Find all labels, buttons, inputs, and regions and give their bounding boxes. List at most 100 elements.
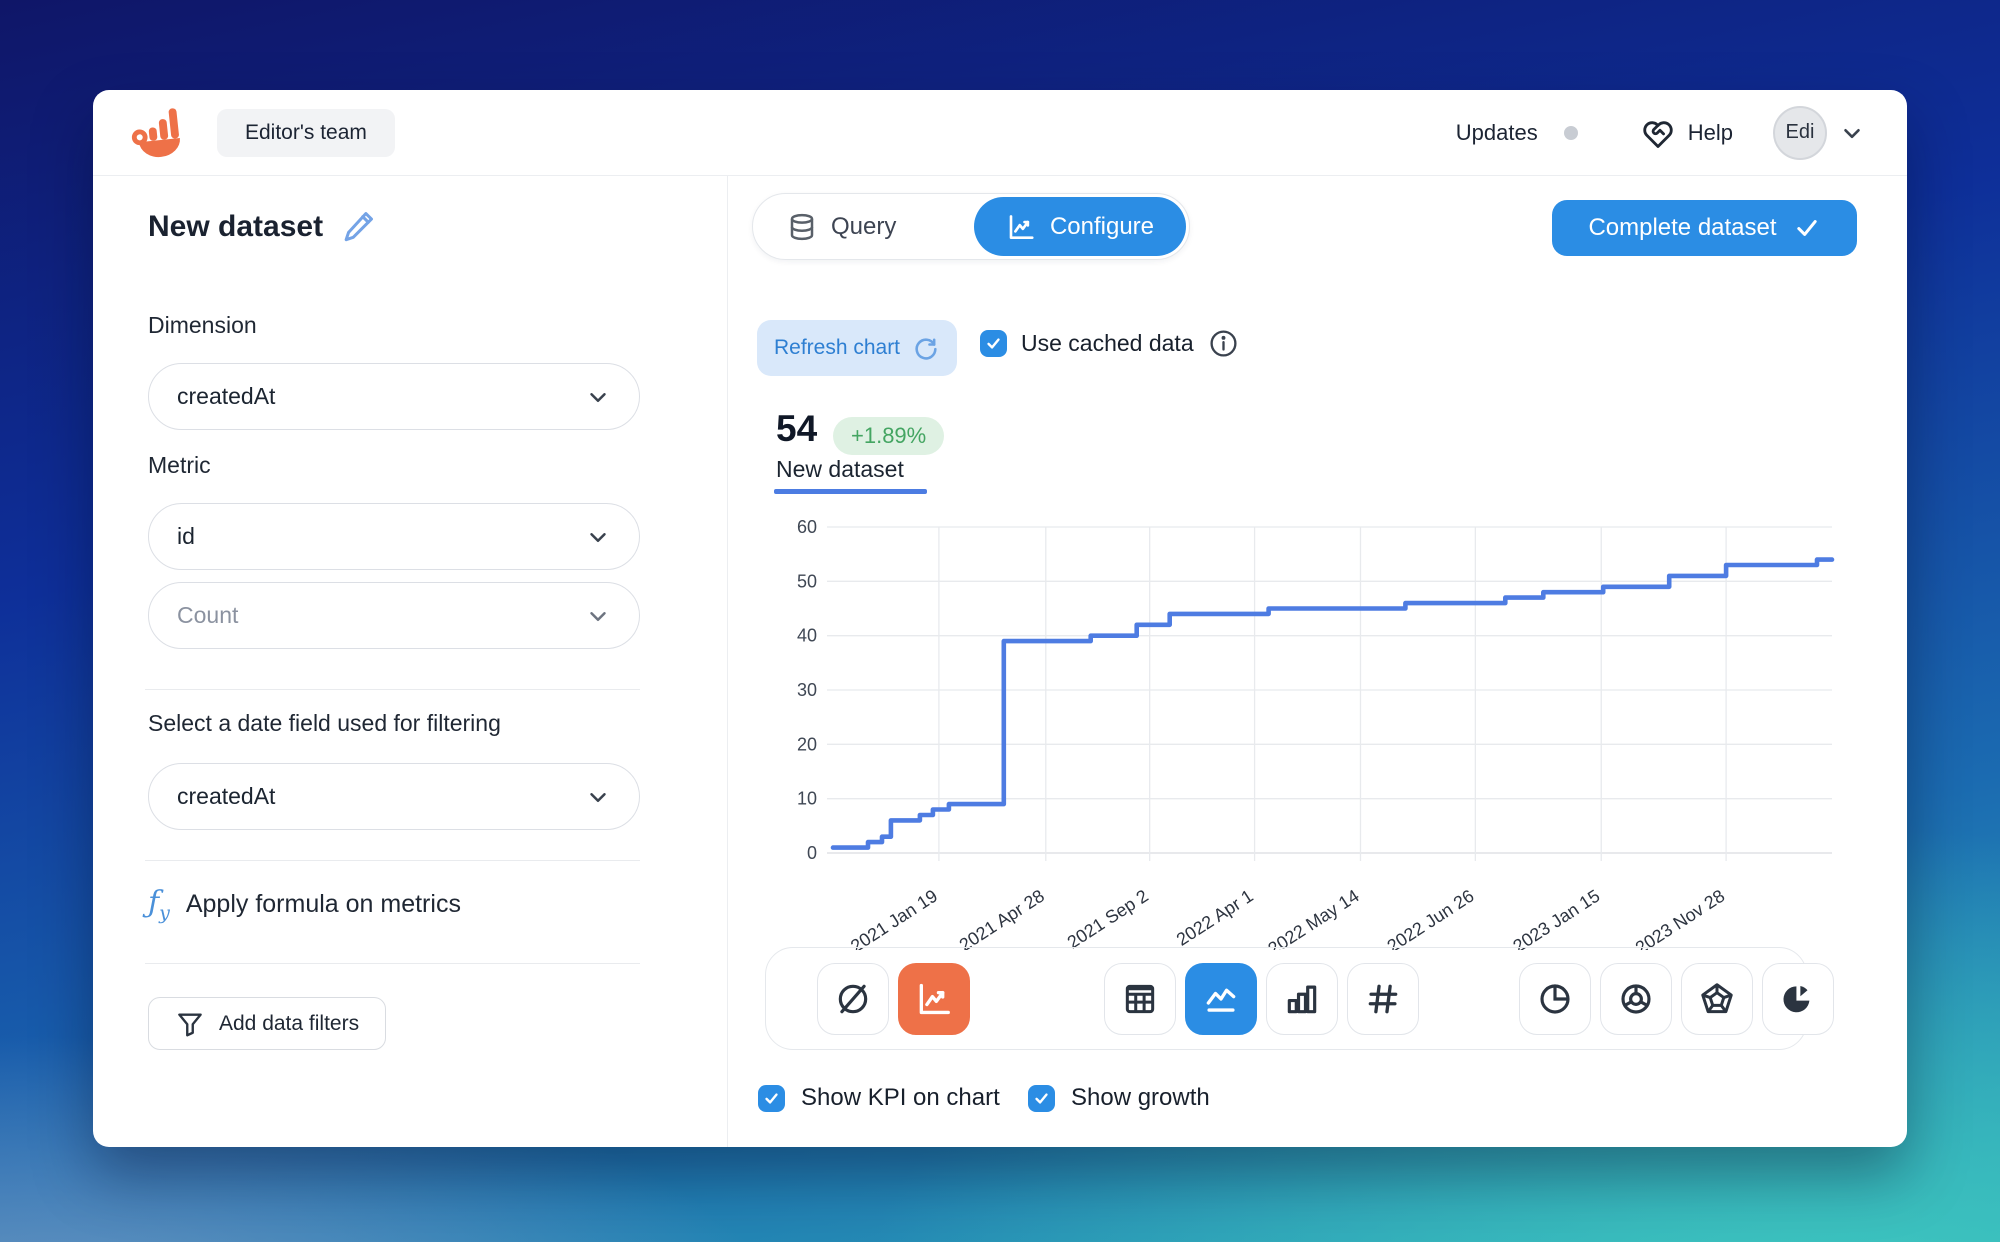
donut-chart-icon	[1621, 983, 1651, 1014]
sidebar-divider	[145, 860, 640, 861]
tab-configure[interactable]: Configure	[973, 197, 1186, 256]
svg-text:10: 10	[797, 789, 817, 809]
chevron-down-icon	[1844, 128, 1860, 138]
number-kpi-button[interactable]	[1347, 962, 1419, 1035]
dimension-select[interactable]: createdAt	[148, 363, 640, 430]
bar-chart-button[interactable]	[1266, 962, 1338, 1035]
team-switcher[interactable]: Editor's team	[217, 108, 395, 157]
avatar[interactable]: Edi	[1773, 105, 1827, 160]
app-window: Editor's team Updates Help Edi	[93, 90, 1907, 1147]
date-field-label: Select a date field used for filtering	[148, 710, 501, 736]
top-bar: Editor's team Updates Help Edi	[93, 90, 1907, 176]
chart-off-button[interactable]	[817, 962, 889, 1035]
add-data-filters-label: Add data filters	[219, 1011, 360, 1035]
info-icon[interactable]	[1208, 328, 1239, 359]
check-icon	[765, 1092, 778, 1104]
kpi-step-line-chart: 0 10 20 30 40 50 60 2021 Jan 19 2021 Apr 28 2021 …	[797, 517, 1835, 950]
line-chart-icon	[1206, 988, 1236, 1012]
chart-off-icon	[838, 984, 868, 1013]
chart-type-toolbar	[765, 947, 1834, 1050]
app-logo-icon[interactable]	[129, 104, 187, 162]
tab-query[interactable]: Query	[753, 212, 930, 242]
check-icon	[1035, 1092, 1048, 1104]
check-icon	[1796, 220, 1817, 236]
updates-link[interactable]: Updates	[1455, 119, 1538, 145]
pie-exploded-button[interactable]	[1762, 962, 1834, 1035]
svg-text:60: 60	[797, 517, 817, 537]
apply-formula-link[interactable]: ƒy Apply formula on metrics	[148, 885, 461, 924]
dimension-value: createdAt	[177, 383, 276, 409]
hash-icon	[1368, 984, 1398, 1013]
radar-chart-icon	[1701, 982, 1733, 1013]
use-cached-data-row: Use cached data	[980, 328, 1239, 359]
svg-text:40: 40	[797, 626, 817, 646]
add-data-filters-button[interactable]: Add data filters	[148, 997, 387, 1050]
view-toggle: Query Configure	[752, 193, 1190, 260]
metric-value: id	[177, 523, 195, 549]
trend-chart-button-active[interactable]	[898, 962, 970, 1035]
database-icon	[790, 213, 814, 240]
help-label: Help	[1687, 119, 1733, 145]
svg-text:20: 20	[797, 734, 817, 754]
chevron-down-icon	[590, 392, 606, 402]
metric-label: Metric	[148, 452, 211, 478]
pie-chart-icon	[1540, 983, 1570, 1014]
chart-area: 0 10 20 30 40 50 60 2021 Jan 19 2021 Apr 28 2021 …	[745, 510, 1850, 950]
kpi-growth-badge: +1.89%	[833, 417, 945, 455]
svg-text:2021 Apr 28: 2021 Apr 28	[956, 886, 1048, 950]
refresh-icon	[915, 338, 937, 360]
help-button[interactable]: Help	[1640, 115, 1733, 151]
chevron-down-icon	[590, 532, 606, 542]
account-menu-chevron[interactable]	[1839, 120, 1865, 146]
dimension-label: Dimension	[148, 312, 257, 338]
check-icon	[987, 338, 1000, 349]
page-title: New dataset	[148, 210, 324, 243]
show-growth-checkbox[interactable]	[1028, 1084, 1055, 1112]
pie-chart-button[interactable]	[1519, 962, 1591, 1035]
radar-chart-button[interactable]	[1681, 962, 1753, 1035]
svg-text:2022 Jun 26: 2022 Jun 26	[1384, 886, 1478, 950]
metric-select[interactable]: id	[148, 503, 640, 570]
refresh-chart-label: Refresh chart	[773, 336, 901, 359]
team-name: Editor's team	[245, 120, 367, 144]
use-cached-checkbox[interactable]	[980, 330, 1007, 357]
tab-query-label: Query	[831, 212, 897, 240]
aggregation-select[interactable]: Count	[148, 582, 640, 649]
kpi-value: 54	[776, 408, 818, 449]
heart-handshake-icon	[1643, 120, 1673, 148]
date-field-select[interactable]: createdAt	[148, 763, 640, 830]
trend-chart-icon	[919, 983, 950, 1014]
edit-pencil-icon[interactable]	[339, 208, 377, 246]
show-growth-label: Show growth	[1071, 1084, 1210, 1111]
date-field-value: createdAt	[177, 783, 276, 809]
svg-text:2022 May 14: 2022 May 14	[1264, 886, 1362, 950]
use-cached-label: Use cached data	[1021, 330, 1194, 356]
svg-text:0: 0	[807, 843, 817, 863]
svg-text:2021 Sep 2: 2021 Sep 2	[1064, 886, 1152, 950]
pie-exploded-icon	[1783, 985, 1810, 1012]
table-view-button[interactable]	[1104, 962, 1176, 1035]
complete-dataset-button[interactable]: Complete dataset	[1552, 200, 1857, 256]
avatar-initials: Edi	[1785, 121, 1815, 143]
donut-chart-button[interactable]	[1600, 962, 1672, 1035]
refresh-chart-button[interactable]: Refresh chart	[757, 320, 957, 376]
apply-formula-label: Apply formula on metrics	[185, 890, 461, 918]
svg-text:2022 Apr 1: 2022 Apr 1	[1173, 886, 1257, 950]
show-kpi-checkbox[interactable]	[758, 1084, 785, 1112]
panel-divider	[727, 176, 728, 1147]
formula-fx-icon: ƒy	[148, 885, 170, 924]
chevron-down-icon	[590, 611, 606, 621]
filter-funnel-icon	[178, 1012, 202, 1036]
tab-configure-label: Configure	[1049, 212, 1154, 240]
show-kpi-row: Show KPI on chart	[758, 1084, 1000, 1112]
svg-text:2023 Jan 15: 2023 Jan 15	[1509, 886, 1603, 950]
svg-text:2021 Jan 19: 2021 Jan 19	[847, 886, 941, 950]
line-chart-button-active[interactable]	[1185, 962, 1257, 1035]
chart-trend-icon	[1009, 214, 1034, 239]
show-growth-row: Show growth	[1028, 1084, 1210, 1112]
updates-indicator-dot	[1563, 125, 1578, 140]
chevron-down-icon	[590, 792, 606, 802]
page-title-row: New dataset	[148, 208, 377, 246]
kpi-series-label: New dataset	[776, 456, 904, 482]
